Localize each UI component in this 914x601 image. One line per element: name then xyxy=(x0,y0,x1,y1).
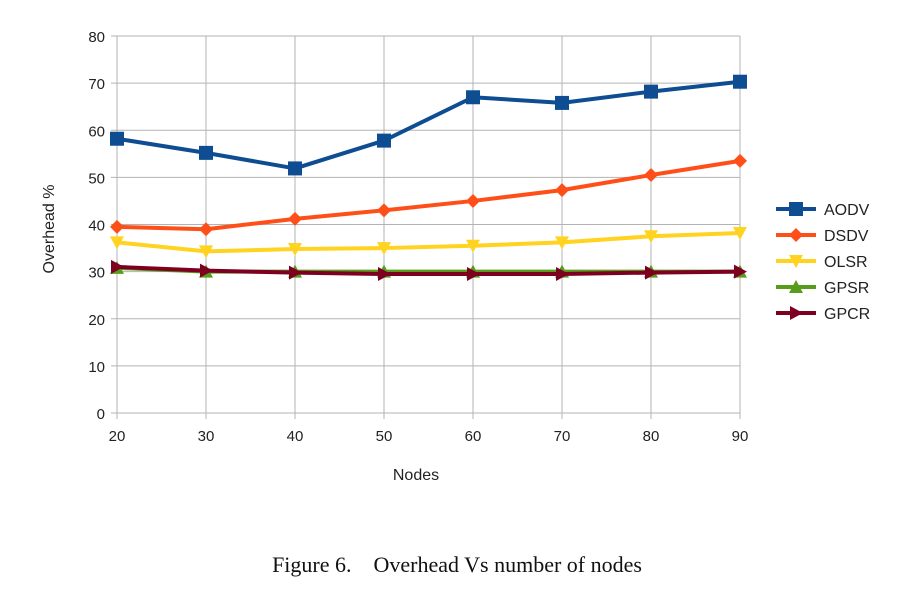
data-point-dsdv xyxy=(555,183,569,198)
axes: 0 10 20 30 40 50 60 70 80 20 30 40 50 60 70 80 90 xyxy=(88,29,748,445)
data-point-aodv xyxy=(110,131,124,146)
y-tick-label: 80 xyxy=(88,29,105,46)
data-point-dsdv xyxy=(110,219,124,234)
x-tick-label: 60 xyxy=(465,428,482,445)
x-tick-label: 80 xyxy=(643,428,660,445)
data-point-aodv xyxy=(466,90,480,105)
legend: AODV DSDV OLSR GPSR GPCR xyxy=(776,202,870,323)
data-point-dsdv xyxy=(377,203,391,218)
data-point-dsdv xyxy=(288,211,302,226)
data-point-dsdv xyxy=(199,222,213,237)
y-tick-label: 10 xyxy=(88,359,105,376)
data-point-aodv xyxy=(288,161,302,176)
legend-marker-gpcr xyxy=(790,306,803,320)
data-point-gpcr xyxy=(467,266,480,281)
x-tick-label: 40 xyxy=(287,428,304,445)
data-point-dsdv xyxy=(644,168,658,183)
data-point-dsdv xyxy=(733,153,747,168)
legend-item-dsdv: DSDV xyxy=(776,228,869,245)
series-line-olsr xyxy=(116,230,741,254)
figure-caption-label: Figure 6. xyxy=(272,552,352,577)
data-point-aodv xyxy=(199,145,213,160)
series-line-gpcr xyxy=(116,264,741,276)
data-point-gpcr xyxy=(645,265,658,280)
x-tick-label: 90 xyxy=(732,428,749,445)
x-tick-label: 70 xyxy=(554,428,571,445)
data-point-gpcr xyxy=(378,266,391,281)
data-point-olsr xyxy=(555,236,569,250)
y-axis-title: Overhead % xyxy=(41,185,58,274)
data-point-olsr xyxy=(733,226,747,240)
y-tick-label: 70 xyxy=(88,76,105,93)
legend-item-olsr: OLSR xyxy=(776,254,868,271)
x-tick-label: 30 xyxy=(198,428,215,445)
data-point-olsr xyxy=(644,230,658,244)
legend-item-gpcr: GPCR xyxy=(776,306,870,323)
legend-marker-gpsr xyxy=(789,280,803,293)
legend-label-dsdv: DSDV xyxy=(824,228,869,245)
data-point-olsr xyxy=(377,242,391,256)
series-olsr xyxy=(110,226,747,259)
data-point-gpcr xyxy=(734,264,747,279)
series-gpcr xyxy=(111,259,747,281)
figure-caption-text: Overhead Vs number of nodes xyxy=(373,552,642,577)
data-point-aodv xyxy=(644,84,658,99)
y-tick-label: 50 xyxy=(88,170,105,187)
x-tick-label: 20 xyxy=(109,428,126,445)
data-point-aodv xyxy=(555,95,569,110)
series-dsdv xyxy=(110,153,747,237)
data-point-gpcr xyxy=(556,266,569,281)
series-line-dsdv xyxy=(116,158,741,232)
data-point-aodv xyxy=(733,74,747,89)
legend-marker-aodv xyxy=(789,202,803,216)
legend-item-gpsr: GPSR xyxy=(776,280,869,297)
y-tick-label: 30 xyxy=(88,265,105,282)
series-line-aodv xyxy=(116,79,741,171)
data-point-olsr xyxy=(466,239,480,253)
data-point-olsr xyxy=(199,245,213,259)
x-tick-label: 50 xyxy=(376,428,393,445)
y-tick-label: 20 xyxy=(88,312,105,329)
x-axis-title: Nodes xyxy=(393,467,439,484)
y-tick-label: 60 xyxy=(88,123,105,140)
data-point-dsdv xyxy=(466,193,480,208)
data-point-aodv xyxy=(377,133,391,148)
legend-marker-olsr xyxy=(789,255,803,268)
data-point-gpcr xyxy=(111,259,124,274)
legend-label-gpsr: GPSR xyxy=(824,280,869,297)
data-point-gpcr xyxy=(200,263,213,278)
legend-label-olsr: OLSR xyxy=(824,254,868,271)
legend-label-aodv: AODV xyxy=(824,202,870,219)
data-point-olsr xyxy=(110,236,124,250)
y-tick-label: 40 xyxy=(88,218,105,235)
series-group xyxy=(110,74,747,281)
y-tick-label: 0 xyxy=(97,406,105,423)
series-aodv xyxy=(110,74,747,176)
legend-label-gpcr: GPCR xyxy=(824,306,870,323)
legend-marker-dsdv xyxy=(789,228,803,242)
grid-lines xyxy=(116,35,741,414)
data-point-olsr xyxy=(288,243,302,257)
data-point-gpcr xyxy=(289,265,302,280)
legend-item-aodv: AODV xyxy=(776,202,870,219)
figure-caption: Figure 6. Overhead Vs number of nodes xyxy=(0,552,914,578)
